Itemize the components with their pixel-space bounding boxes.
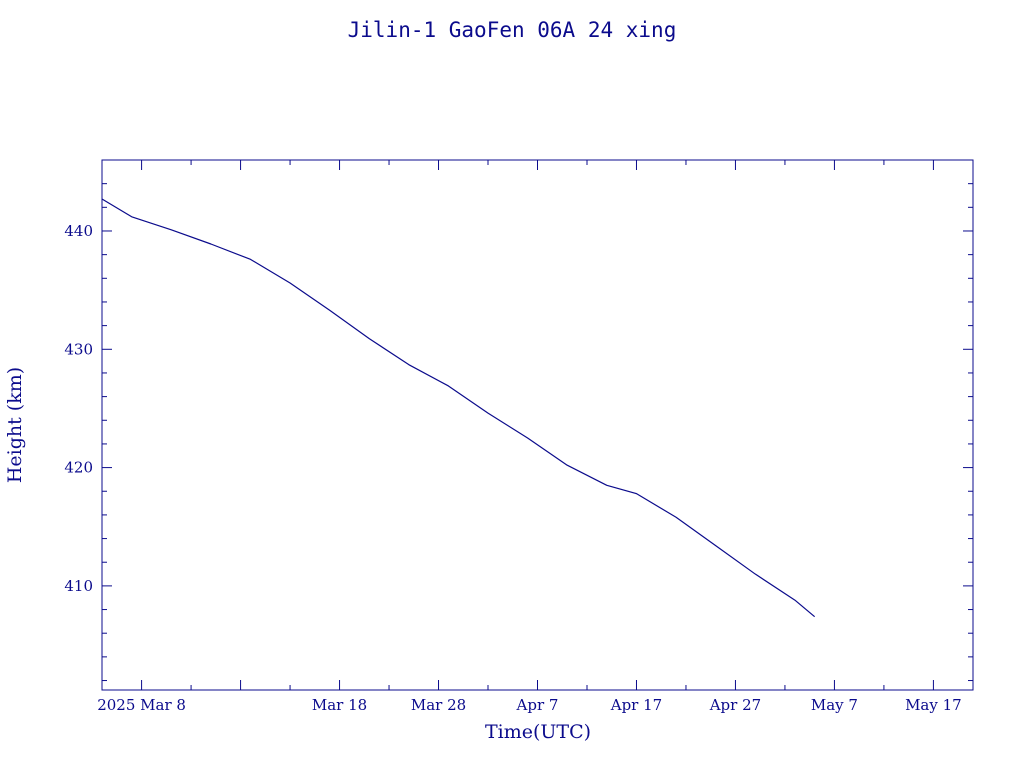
x-tick-label: Mar 18 xyxy=(312,696,367,714)
plot-frame xyxy=(101,159,974,691)
chart-title: Jilin-1 GaoFen 06A 24 xing xyxy=(348,18,677,42)
series-layer xyxy=(101,198,816,618)
x-tick-label: Apr 27 xyxy=(709,696,761,714)
x-axis-label: Time(UTC) xyxy=(485,721,591,743)
x-tick-label: Apr 7 xyxy=(516,696,559,714)
x-tick-label: May 17 xyxy=(905,696,962,714)
x-tick-label: Apr 17 xyxy=(610,696,662,714)
y-axis-label: Height (km) xyxy=(4,367,26,483)
y-tick-label: 420 xyxy=(64,459,93,477)
x-tick-label: 2025 Mar 8 xyxy=(97,696,186,714)
y-tick-label: 410 xyxy=(64,577,93,595)
y-tick-label: 430 xyxy=(64,340,93,358)
series-line xyxy=(101,198,816,618)
x-tick-label: Mar 28 xyxy=(411,696,466,714)
x-tick-label: May 7 xyxy=(811,696,858,714)
y-tick-label: 440 xyxy=(64,222,93,240)
axis-ticks xyxy=(102,159,973,690)
axis-tick-labels: 2025 Mar 8 Mar 18 Mar 28 Apr 7 Apr 17 Apr 27 M… xyxy=(64,222,961,714)
